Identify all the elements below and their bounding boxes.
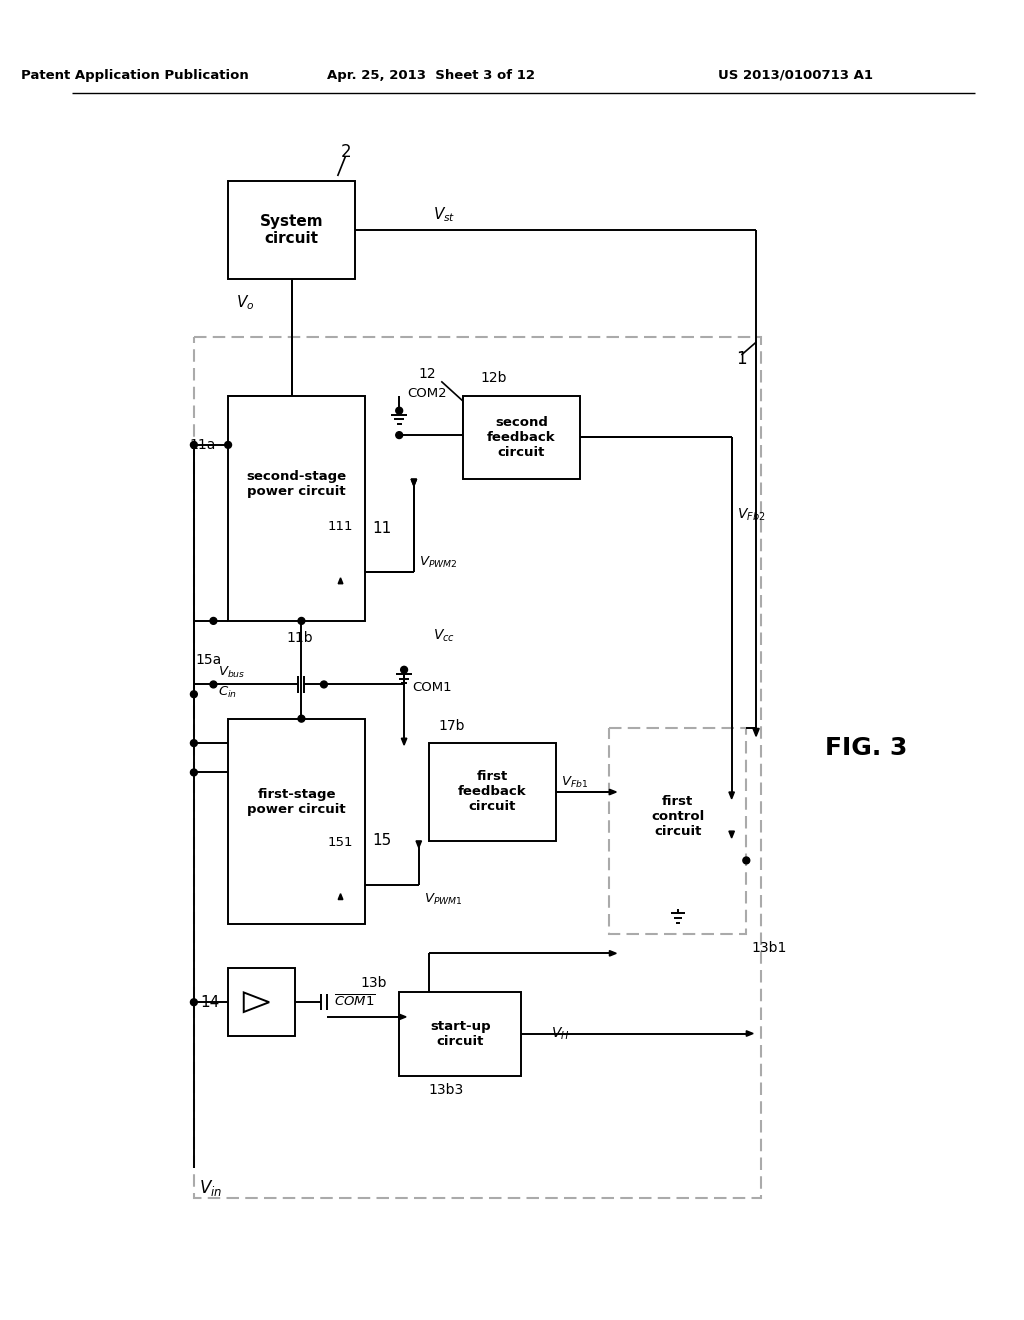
Text: 13b: 13b (360, 975, 387, 990)
Circle shape (190, 770, 198, 776)
Bar (609, 729, 746, 933)
Text: US 2013/0100713 A1: US 2013/0100713 A1 (718, 69, 872, 82)
Text: $V_{in}$: $V_{in}$ (199, 1177, 222, 1199)
Text: first
control
circuit: first control circuit (651, 795, 705, 838)
Polygon shape (399, 1014, 407, 1019)
Bar (228, 718, 365, 924)
Polygon shape (411, 479, 417, 486)
Text: $V_o$: $V_o$ (236, 294, 254, 313)
Polygon shape (609, 950, 616, 956)
Text: 111: 111 (328, 520, 353, 532)
Text: $V_{bus}$: $V_{bus}$ (218, 665, 246, 680)
Text: 14: 14 (201, 995, 220, 1010)
Text: COM2: COM2 (407, 387, 446, 400)
Circle shape (400, 667, 408, 673)
Circle shape (742, 857, 750, 863)
Text: 15a: 15a (196, 653, 222, 667)
Polygon shape (416, 841, 422, 847)
Polygon shape (338, 578, 343, 583)
Text: second
feedback
circuit: second feedback circuit (487, 416, 556, 458)
Text: $V_{Fb1}$: $V_{Fb1}$ (560, 775, 588, 789)
Polygon shape (411, 479, 417, 486)
Circle shape (298, 715, 305, 722)
Text: $V_{PWM1}$: $V_{PWM1}$ (424, 892, 463, 907)
Text: 151: 151 (328, 837, 353, 849)
Text: $V_{cc}$: $V_{cc}$ (433, 627, 456, 644)
Text: $V_{PWM2}$: $V_{PWM2}$ (419, 554, 458, 570)
Circle shape (190, 739, 198, 747)
Text: first-stage
power circuit: first-stage power circuit (247, 788, 346, 816)
Polygon shape (753, 729, 759, 737)
Bar (463, 396, 580, 479)
Circle shape (396, 432, 402, 438)
Circle shape (396, 408, 402, 414)
Bar (228, 968, 295, 1036)
Text: $V_{Fb2}$: $V_{Fb2}$ (736, 507, 765, 524)
Text: 11: 11 (373, 520, 392, 536)
Text: first
feedback
circuit: first feedback circuit (458, 771, 526, 813)
Polygon shape (609, 789, 616, 795)
Circle shape (298, 618, 305, 624)
Bar (194, 338, 761, 1197)
Text: FIG. 3: FIG. 3 (824, 737, 907, 760)
Circle shape (210, 618, 217, 624)
Text: 13b1: 13b1 (752, 941, 786, 956)
Bar (228, 181, 355, 279)
Text: $C_{in}$: $C_{in}$ (218, 685, 238, 700)
Text: 17b: 17b (438, 718, 465, 733)
Bar (228, 396, 365, 620)
Circle shape (190, 441, 198, 449)
Circle shape (190, 999, 198, 1006)
Text: 13b3: 13b3 (428, 1084, 464, 1097)
Text: $V_H$: $V_H$ (551, 1026, 569, 1041)
Polygon shape (338, 894, 343, 899)
Circle shape (321, 681, 328, 688)
Text: second-stage
power circuit: second-stage power circuit (247, 470, 346, 498)
Text: 15: 15 (373, 833, 392, 849)
Text: 12b: 12b (480, 371, 507, 385)
Text: 11a: 11a (189, 438, 215, 451)
Text: 12: 12 (419, 367, 436, 381)
Circle shape (210, 681, 217, 688)
Text: Apr. 25, 2013  Sheet 3 of 12: Apr. 25, 2013 Sheet 3 of 12 (328, 69, 536, 82)
Text: 1: 1 (736, 350, 748, 368)
Bar (399, 993, 521, 1076)
Text: COM1: COM1 (412, 681, 452, 694)
Text: System
circuit: System circuit (260, 214, 324, 246)
Polygon shape (746, 1031, 754, 1036)
Text: start-up
circuit: start-up circuit (430, 1019, 490, 1048)
Polygon shape (729, 832, 734, 838)
Circle shape (224, 441, 231, 449)
Text: 2: 2 (341, 143, 351, 161)
Bar (428, 743, 556, 841)
Circle shape (190, 690, 198, 698)
Text: $\overline{COM1}$: $\overline{COM1}$ (334, 994, 375, 1010)
Text: $V_{st}$: $V_{st}$ (433, 206, 456, 224)
Polygon shape (729, 792, 734, 799)
Text: Patent Application Publication: Patent Application Publication (22, 69, 249, 82)
Polygon shape (401, 738, 407, 744)
Text: 11b: 11b (287, 631, 313, 645)
